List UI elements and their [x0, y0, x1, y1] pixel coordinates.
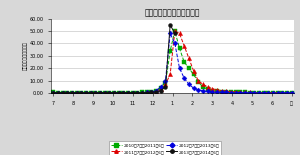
Title: インフルエンザ（埼玉県）: インフルエンザ（埼玉県） [145, 9, 200, 18]
Legend: 2010年7月～2011年6月, 2011年7月～2012年6月, 2012年7月～2013年6月, 2013年7月～2014年6月: 2010年7月～2011年6月, 2011年7月～2012年6月, 2012年7… [109, 141, 221, 155]
Y-axis label: 報告数（クリニック）: 報告数（クリニック） [23, 41, 28, 70]
